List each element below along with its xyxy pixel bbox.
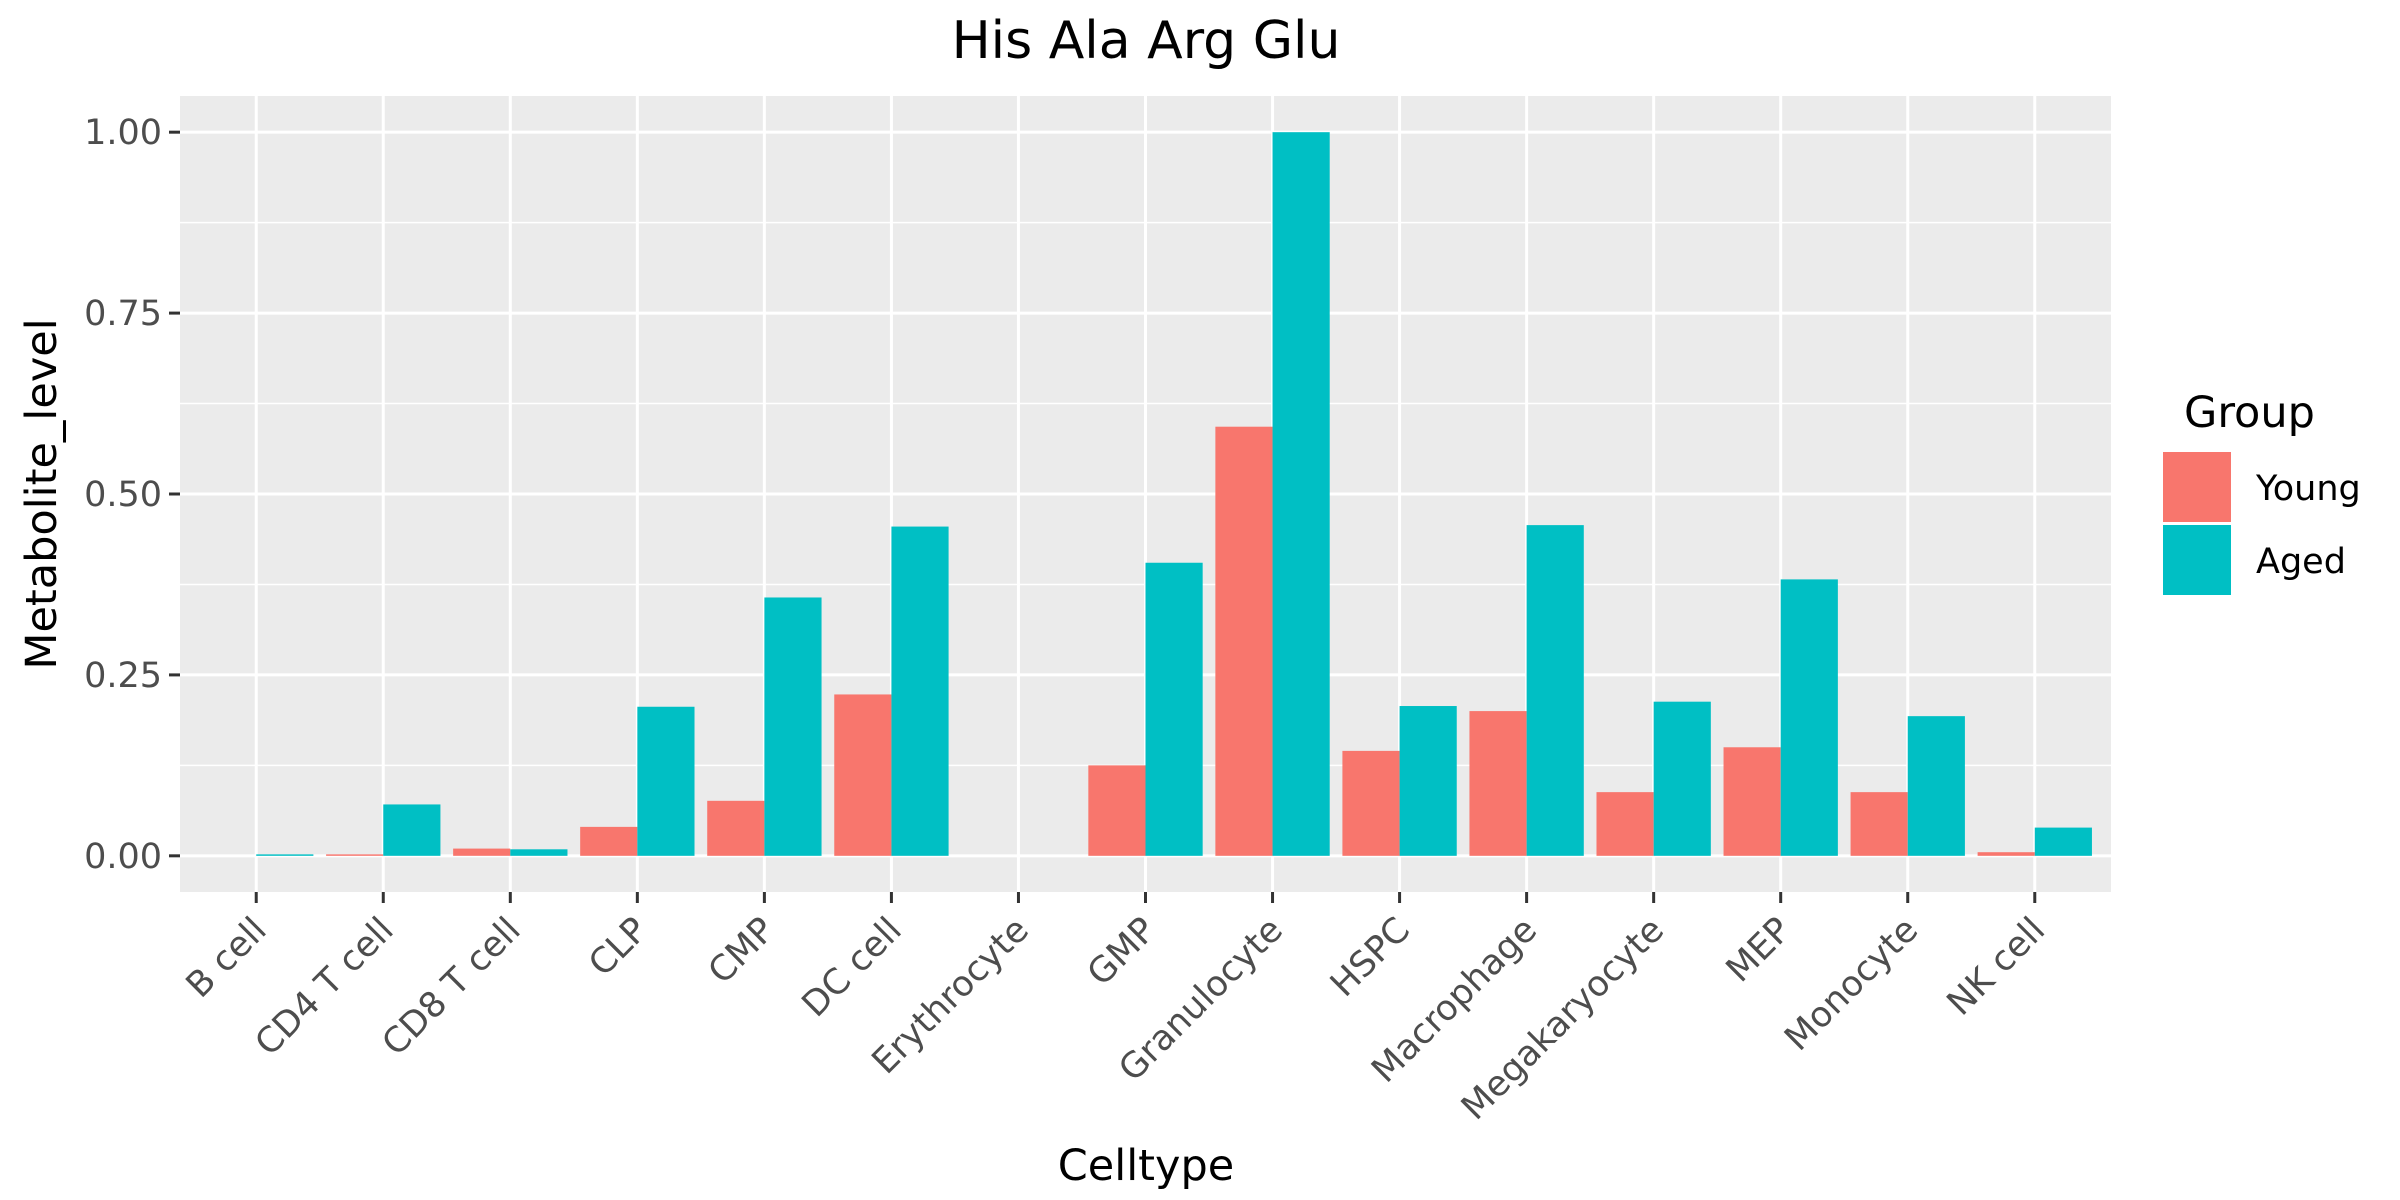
- bar-young: [1469, 711, 1527, 856]
- y-axis-title: Metabolite_level: [17, 318, 67, 669]
- legend-title: Group: [2184, 388, 2315, 438]
- legend: Group Young Aged: [2163, 388, 2361, 595]
- y-axis: 0.00 0.25 0.50 0.75 1.00: [84, 113, 180, 877]
- y-tick-label: 0.50: [84, 475, 162, 515]
- legend-swatch: [2163, 452, 2231, 522]
- bar-young: [580, 826, 638, 856]
- y-tick-label: 0.75: [84, 294, 162, 334]
- bar-aged: [1907, 716, 1965, 856]
- bar-aged: [637, 706, 695, 856]
- legend-label: Aged: [2256, 542, 2346, 582]
- bar-young: [1088, 765, 1146, 856]
- x-tick-label: B cell: [179, 910, 275, 1006]
- bar-aged: [510, 849, 568, 856]
- bars: [256, 132, 2092, 856]
- x-tick-label: DC cell: [795, 910, 910, 1025]
- y-tick-label: 0.00: [84, 837, 162, 877]
- bar-aged: [1145, 562, 1203, 856]
- x-tick-label: CLP: [581, 910, 655, 984]
- bar-young: [326, 854, 384, 856]
- bar-aged: [891, 526, 949, 856]
- bar-aged: [2034, 827, 2092, 856]
- bar-young: [834, 694, 892, 856]
- bar-young: [1723, 747, 1781, 856]
- bar-young: [453, 848, 511, 856]
- bar-young: [1850, 792, 1908, 856]
- x-tick-label: CMP: [701, 910, 783, 992]
- x-tick-label: NK cell: [1940, 910, 2053, 1023]
- bar-young: [1977, 852, 2035, 856]
- bar-young: [1215, 426, 1273, 856]
- legend-swatch: [2163, 525, 2231, 595]
- y-tick-label: 0.25: [84, 656, 162, 696]
- legend-label: Young: [2255, 469, 2361, 509]
- bar-aged: [1272, 132, 1330, 856]
- bar-young: [1342, 750, 1400, 856]
- bar-aged: [1653, 701, 1711, 856]
- bar-aged: [383, 804, 441, 856]
- bar-aged: [1780, 579, 1838, 856]
- x-tick-label: MEP: [1719, 910, 1799, 990]
- y-tick-label: 1.00: [84, 113, 162, 153]
- x-tick-label: CD8 T cell: [375, 910, 529, 1064]
- x-tick-label: Monocyte: [1777, 910, 1926, 1059]
- chart-title: His Ala Arg Glu: [952, 11, 1341, 71]
- x-tick-label: HSPC: [1323, 910, 1418, 1005]
- x-axis-title: Celltype: [1058, 1141, 1234, 1191]
- bar-young: [1596, 792, 1654, 856]
- bar-aged: [1526, 525, 1584, 856]
- bar-young: [707, 800, 765, 856]
- bar-aged: [1399, 706, 1457, 856]
- bar-aged: [764, 597, 822, 856]
- x-tick-label: CD4 T cell: [248, 910, 402, 1064]
- bar-aged: [256, 854, 314, 856]
- x-tick-label: GMP: [1080, 910, 1164, 994]
